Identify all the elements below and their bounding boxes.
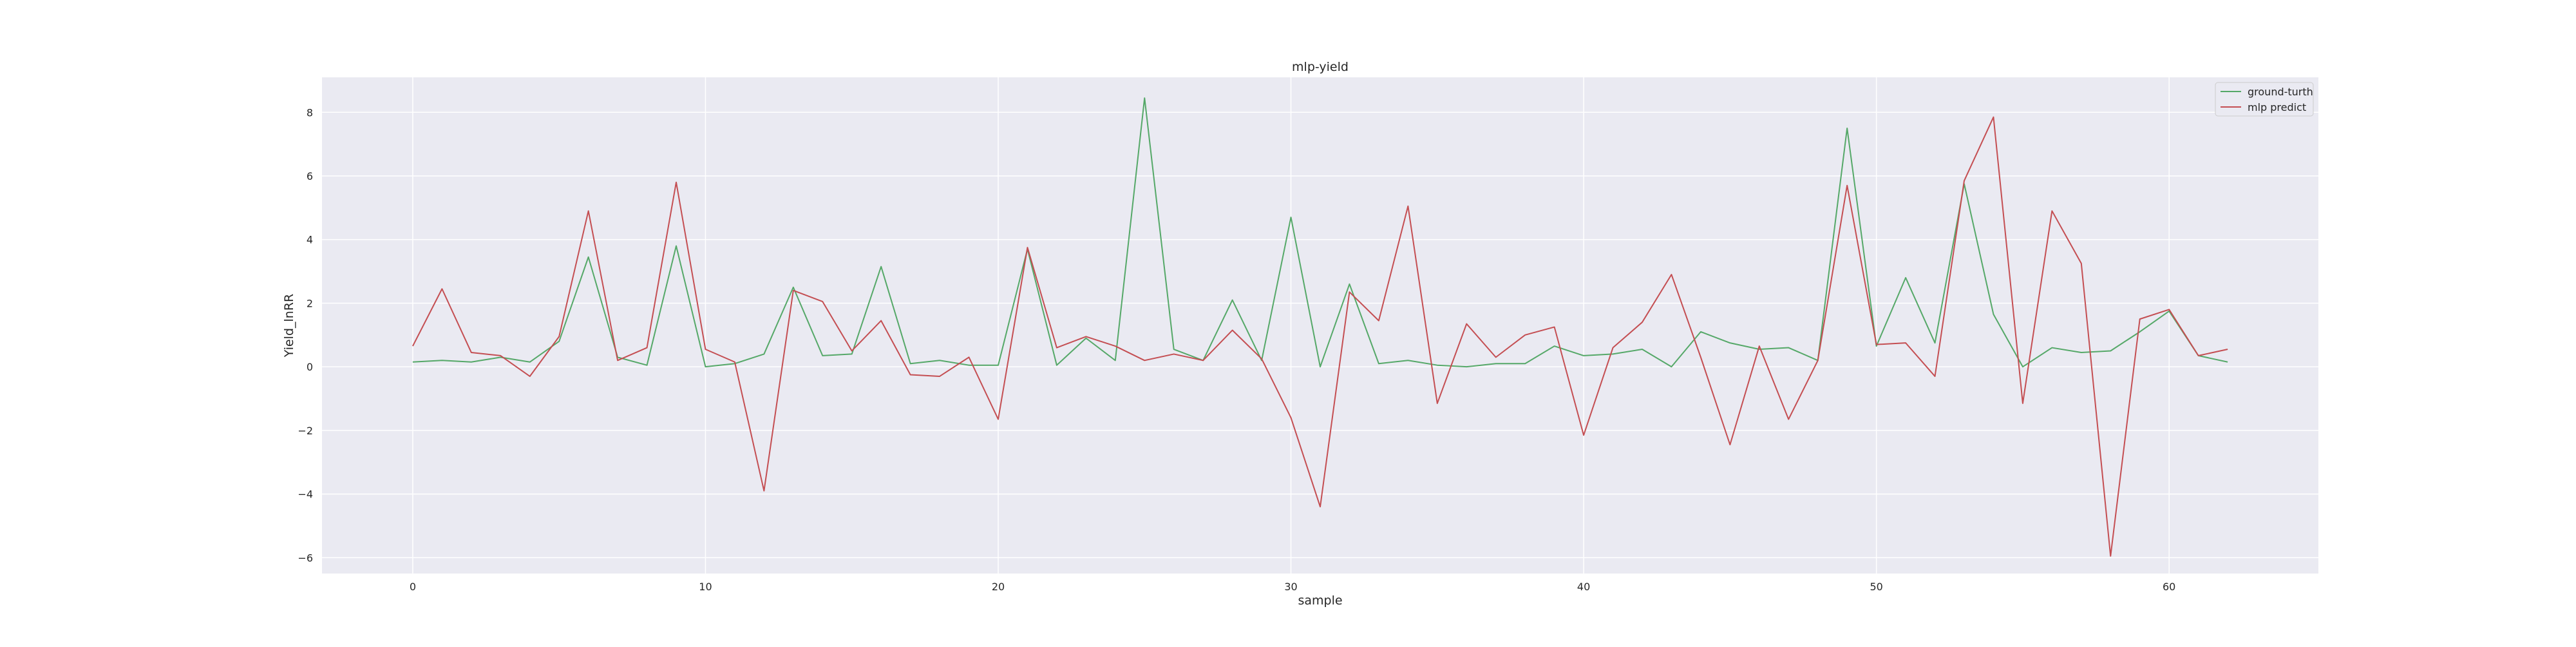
y-tick-label: 4: [307, 234, 313, 246]
x-tick-label: 50: [1870, 581, 1882, 593]
x-tick-label: 40: [1577, 581, 1590, 593]
series-line-mlp-predict: [412, 116, 2228, 557]
y-tick-label: −4: [298, 488, 313, 501]
legend-label-mlp-predict: mlp predict: [2248, 101, 2306, 113]
legend: ground-turth mlp predict: [2215, 82, 2314, 117]
y-tick-label: −6: [298, 552, 313, 564]
legend-label-ground-turth: ground-turth: [2248, 86, 2313, 98]
y-tick-label: 6: [307, 170, 313, 182]
series-line-ground-turth: [412, 97, 2228, 368]
y-tick-label: 8: [307, 106, 313, 119]
tick-labels: 0 10 20 30 40 50 60 −6 −4 −2 0 2 4 6 8: [298, 106, 2175, 593]
y-tick-label: 0: [307, 361, 313, 373]
series-lines: [412, 97, 2228, 557]
x-tick-label: 10: [699, 581, 712, 593]
x-axis-label: sample: [1298, 594, 1342, 608]
x-tick-label: 30: [1284, 581, 1297, 593]
x-tick-label: 60: [2163, 581, 2175, 593]
x-tick-label: 20: [992, 581, 1005, 593]
plot-area-background: [322, 77, 2318, 574]
y-tick-label: −2: [298, 425, 313, 437]
y-tick-label: 2: [307, 297, 313, 309]
y-axis-label: Yield_lnRR: [282, 294, 296, 358]
chart-title: mlp-yield: [1292, 60, 1349, 74]
x-tick-label: 0: [410, 581, 416, 593]
